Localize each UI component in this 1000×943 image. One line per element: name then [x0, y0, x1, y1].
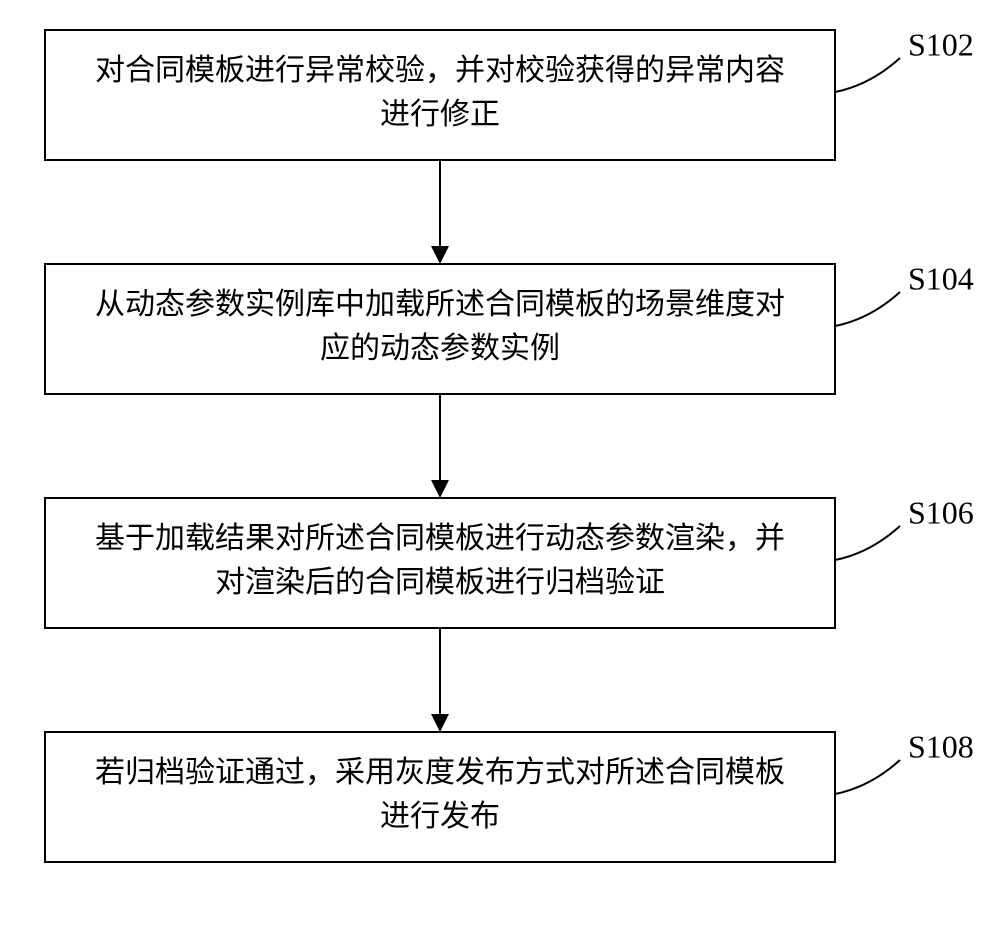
flow-step-text: 若归档验证通过，采用灰度发布方式对所述合同模板	[95, 756, 785, 789]
step-label: S106	[908, 494, 974, 530]
flow-step-text: 进行发布	[380, 800, 500, 833]
flow-step-text: 基于加载结果对所述合同模板进行动态参数渲染，并	[95, 522, 785, 555]
step-label: S104	[908, 260, 974, 296]
flow-step-text: 对渲染后的合同模板进行归档验证	[215, 566, 665, 599]
flow-step-text: 对合同模板进行异常校验，并对校验获得的异常内容	[95, 54, 785, 87]
flowchart-canvas: 对合同模板进行异常校验，并对校验获得的异常内容进行修正 S102 从动态参数实例库中…	[0, 0, 1000, 943]
step-label: S108	[908, 728, 974, 764]
flow-step-box	[45, 732, 835, 862]
flow-step-box	[45, 498, 835, 628]
flow-step-box	[45, 30, 835, 160]
flow-step-text: 进行修正	[380, 98, 500, 131]
flow-step-box	[45, 264, 835, 394]
flow-step-text: 应的动态参数实例	[320, 332, 560, 365]
step-label: S102	[908, 26, 974, 62]
flow-step-text: 从动态参数实例库中加载所述合同模板的场景维度对	[95, 288, 785, 321]
